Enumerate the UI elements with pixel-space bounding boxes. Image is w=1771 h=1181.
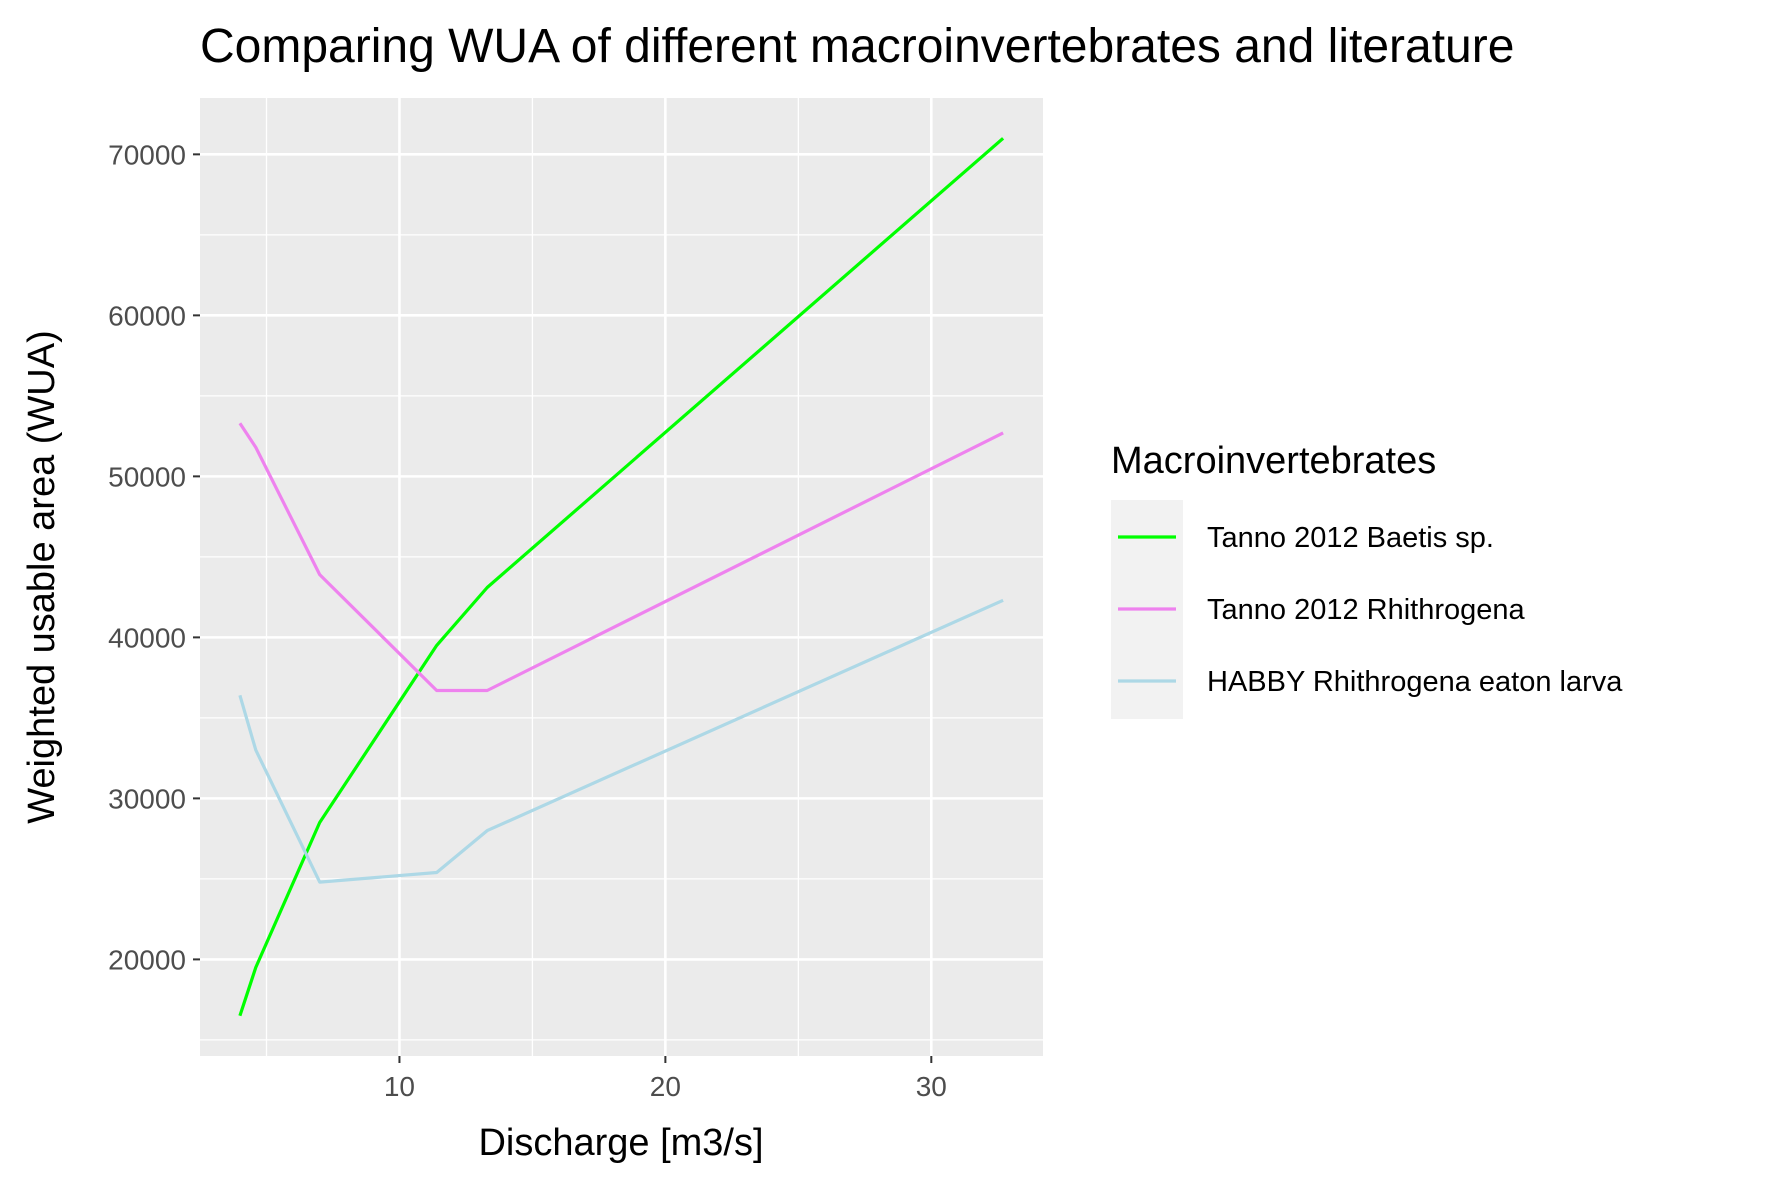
series-line-1 <box>238 137 1005 1017</box>
legend-label-3: HABBY Rhithrogena eaton larva <box>1207 666 1623 698</box>
series-lines <box>238 137 1005 1017</box>
y-axis-title: Weighted usable area (WUA) <box>21 330 63 824</box>
x-tick-label: 20 <box>650 1071 681 1102</box>
legend-label-2: Tanno 2012 Rhithrogena <box>1207 594 1526 626</box>
y-tick-label: 40000 <box>108 622 186 653</box>
x-axis-title: Discharge [m3/s] <box>478 1122 763 1164</box>
y-tick-label: 20000 <box>108 944 186 975</box>
series-line-3 <box>238 598 1004 884</box>
x-tick-label: 30 <box>916 1071 947 1102</box>
legend-items: Tanno 2012 Baetis sp. Tanno 2012 Rhithrog… <box>1118 522 1623 698</box>
y-tick-label: 70000 <box>108 139 186 170</box>
y-tick-label: 50000 <box>108 461 186 492</box>
y-tick-label: 60000 <box>108 300 186 331</box>
legend-label-1: Tanno 2012 Baetis sp. <box>1207 522 1494 554</box>
axes: 10 20 30 20000 30000 40000 50000 60000 70000 <box>108 139 947 1102</box>
series-line-2 <box>238 422 1004 693</box>
grid-lines <box>200 98 1043 1056</box>
chart-title: Comparing WUA of different macroinverteb… <box>200 20 1514 73</box>
y-tick-label: 30000 <box>108 783 186 814</box>
x-tick-label: 10 <box>384 1071 415 1102</box>
plot-panel <box>200 98 1043 1056</box>
legend: Macroinvertebrates Tanno 2012 Baetis sp.… <box>1111 440 1623 719</box>
legend-title: Macroinvertebrates <box>1111 440 1436 482</box>
